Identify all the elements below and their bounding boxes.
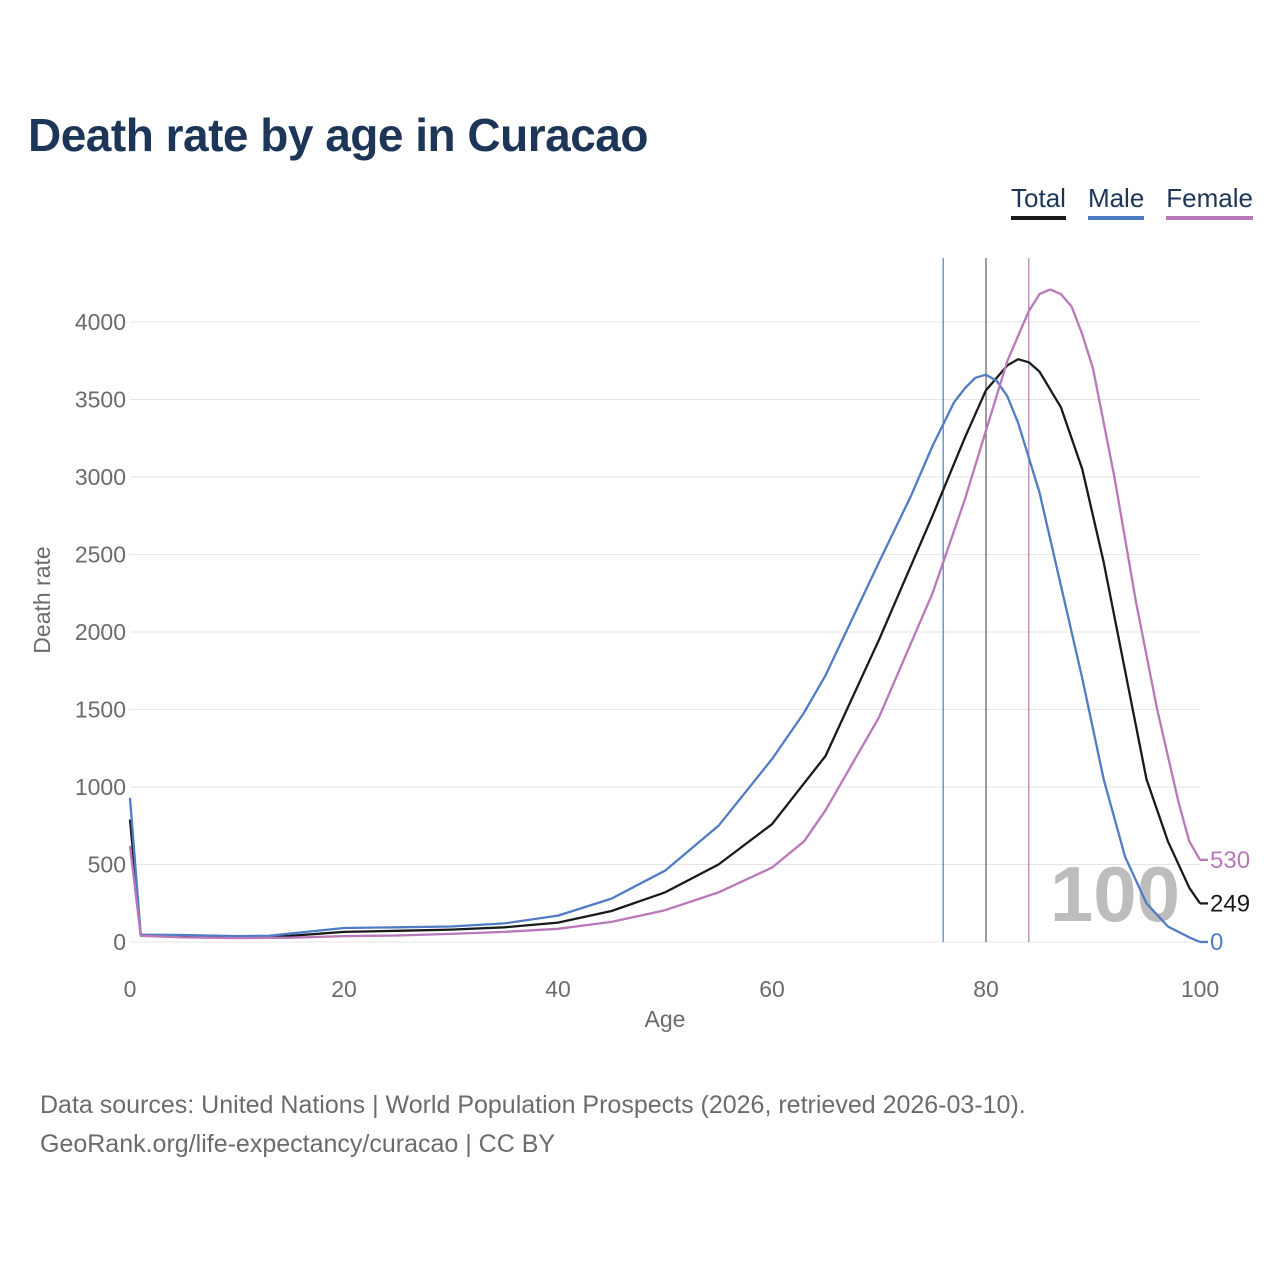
y-tick-label: 1500 — [75, 697, 126, 723]
y-tick-label: 3500 — [75, 387, 126, 413]
footer-credit: GeoRank.org/life-expectancy/curacao | CC… — [40, 1130, 556, 1158]
y-tick-label: 2000 — [75, 619, 126, 645]
series-end-labels: 249 0 530 — [1200, 847, 1250, 956]
x-axis-ticks: 0 20 40 60 80 100 — [124, 976, 1220, 1002]
end-label-total: 249 — [1210, 890, 1250, 917]
y-tick-label: 4000 — [75, 309, 126, 335]
series-lines — [128, 288, 1201, 944]
end-label-female: 530 — [1210, 847, 1250, 874]
y-tick-label: 500 — [88, 852, 126, 878]
x-tick-label: 40 — [545, 976, 571, 1002]
y-axis-ticks: 0 500 1000 1500 2000 2500 3000 3500 4000 — [75, 309, 126, 955]
y-axis-title: Death rate — [29, 546, 55, 653]
legend-item-female[interactable]: Female — [1166, 183, 1253, 220]
x-tick-label: 60 — [759, 976, 785, 1002]
y-tick-label: 1000 — [75, 774, 126, 800]
y-tick-label: 0 — [113, 929, 126, 955]
reference-lines — [942, 258, 1030, 942]
end-label-male: 0 — [1210, 929, 1223, 956]
x-tick-label: 0 — [124, 976, 137, 1002]
y-tick-label: 3000 — [75, 464, 126, 490]
chart-title: Death rate by age in Curacao — [28, 109, 648, 161]
footer: Data sources: United Nations | World Pop… — [40, 1086, 1026, 1164]
legend-item-male[interactable]: Male — [1087, 183, 1145, 220]
series-line-total — [128, 358, 1201, 939]
y-tick-label: 2500 — [75, 542, 126, 568]
grid-lines — [130, 321, 1200, 943]
x-axis-title: Age — [645, 1006, 686, 1032]
series-line-male — [128, 373, 1201, 944]
x-tick-label: 20 — [331, 976, 357, 1002]
x-tick-label: 100 — [1181, 976, 1219, 1002]
legend-item-total[interactable]: Total — [1011, 183, 1066, 220]
legend: Total Male Female — [1011, 183, 1253, 220]
footer-sources: Data sources: United Nations | World Pop… — [40, 1091, 1026, 1119]
series-line-female — [128, 288, 1201, 940]
x-tick-label: 80 — [973, 976, 999, 1002]
year-highlight-label: 100 — [1050, 850, 1180, 938]
